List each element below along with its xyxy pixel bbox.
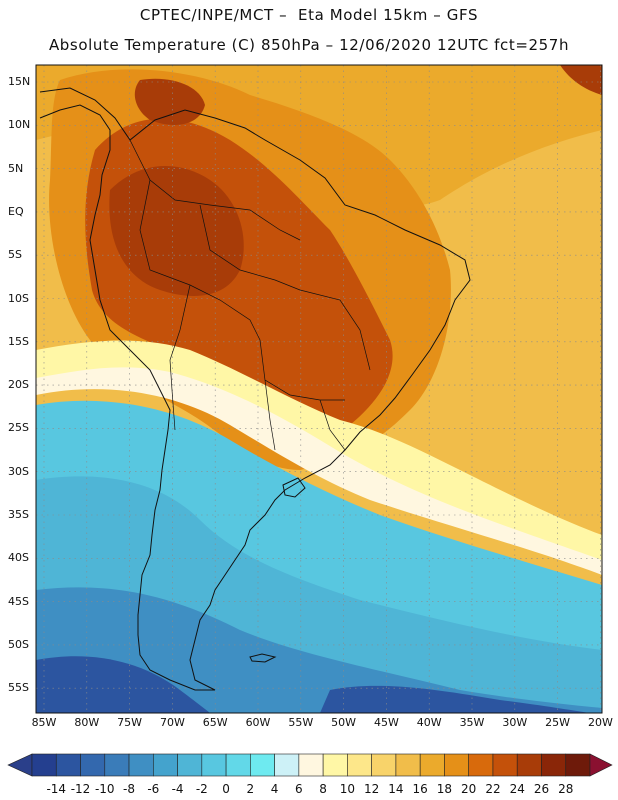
colorbar-swatch <box>55 753 81 777</box>
south-america-coastline <box>39 87 471 691</box>
lon-label: 40W <box>416 716 442 729</box>
colorbar-swatch <box>274 753 300 777</box>
colorbar-tick-label: 4 <box>270 782 279 796</box>
lat-label: 55S <box>8 681 29 695</box>
lat-label: 10S <box>8 291 29 305</box>
colorbar-tick-label: 26 <box>533 782 550 796</box>
colorbar-tick-label: 16 <box>412 782 428 796</box>
lon-label: 75W <box>117 716 143 729</box>
colorbar-tick-label: 14 <box>388 782 404 796</box>
colorbar-swatch <box>177 753 203 777</box>
very-cold-region-south <box>320 685 590 713</box>
lat-label: 15S <box>8 334 29 348</box>
colorbar-tick-label: 6 <box>295 782 303 796</box>
chart-title-line-1: CPTEC/INPE/MCT – Eta Model 15km – GFS <box>139 6 479 24</box>
colorbar-swatch <box>541 753 567 777</box>
country-borders <box>129 139 371 451</box>
colorbar-tick-label: -2 <box>195 782 208 796</box>
colorbar-swatch <box>516 753 542 777</box>
colorbar-tick-label: 22 <box>485 782 501 796</box>
colorbar-tick-label: 18 <box>436 782 453 796</box>
lon-label: 80W <box>74 716 100 729</box>
map-frame <box>35 64 603 714</box>
lat-label: EQ <box>8 204 24 218</box>
lat-label: 5N <box>8 161 24 175</box>
lon-label: 35W <box>459 716 485 729</box>
falkland-islands <box>249 653 277 663</box>
very-hot-land-region <box>109 166 244 296</box>
colorbar-tick-label: -6 <box>147 782 160 796</box>
colorbar-swatch <box>31 753 57 777</box>
colorbar-tick-label: -10 <box>94 782 115 796</box>
very-hot-land-region-north <box>134 78 205 125</box>
colorbar-swatch <box>565 753 591 777</box>
colorbar-swatch <box>322 753 348 777</box>
colorbar-under-arrow <box>7 753 33 777</box>
colorbar-tick-label: -8 <box>123 782 136 796</box>
colorbar-swatch <box>128 753 154 777</box>
lat-label: 30S <box>8 464 29 478</box>
colorbar-swatch <box>492 753 518 777</box>
lat-lon-grid <box>36 65 602 713</box>
lon-label: 60W <box>245 716 271 729</box>
lon-label: 25W <box>545 716 571 729</box>
colorbar-tick-label: 2 <box>246 782 255 796</box>
chart-title-line-2: Absolute Temperature (C) 850hPa – 12/06/… <box>48 36 570 54</box>
lon-label: 55W <box>288 716 314 729</box>
lat-label: 15N <box>8 75 31 88</box>
lon-label: 70W <box>159 716 185 729</box>
colorbar-swatch <box>444 753 469 777</box>
colorbar-swatch <box>153 753 178 777</box>
temperature-field <box>36 65 602 713</box>
lat-label: 20S <box>8 378 29 392</box>
lat-label: 5S <box>8 248 22 262</box>
lon-label: 20W <box>587 716 613 729</box>
hot-corner-region <box>560 65 602 95</box>
colorbar-tick-label: -4 <box>171 782 184 796</box>
colorbar-swatch <box>250 753 275 777</box>
colorbar-swatch <box>395 753 421 777</box>
lon-label: 45W <box>373 716 399 729</box>
lon-label: 65W <box>202 716 228 729</box>
colorbar-swatch <box>468 753 494 777</box>
color-bar <box>7 753 613 777</box>
colorbar-swatch <box>298 753 324 777</box>
lat-label: 10N <box>8 118 31 132</box>
very-cold-region-west <box>36 656 210 713</box>
lagoon-outline <box>282 477 306 498</box>
lat-label: 45S <box>8 594 29 608</box>
colorbar-swatch <box>201 753 227 777</box>
colorbar-swatch <box>419 753 445 777</box>
lat-label: 40S <box>8 551 29 565</box>
colorbar-swatch <box>371 753 397 777</box>
colorbar-tick-label: -14 <box>46 782 67 796</box>
colorbar-tick-label: 0 <box>222 782 230 796</box>
lon-label: 85W <box>31 716 57 729</box>
lat-label: 35S <box>8 508 29 521</box>
colorbar-tick-label: 24 <box>509 782 525 796</box>
colorbar-tick-label: 12 <box>364 782 380 796</box>
colorbar-tick-label: 8 <box>319 782 327 796</box>
colorbar-over-arrow <box>589 753 613 777</box>
lon-label: 30W <box>502 716 528 729</box>
colorbar-swatch <box>80 753 106 777</box>
colorbar-swatch <box>347 753 372 777</box>
colorbar-tick-label: 20 <box>461 782 477 796</box>
colorbar-tick-label: 28 <box>558 782 574 796</box>
lat-label: 50S <box>8 637 29 651</box>
colorbar-tick-label: 10 <box>339 782 356 796</box>
colorbar-tick-label: -12 <box>70 782 91 796</box>
lon-label: 50W <box>331 716 357 729</box>
lat-label: 25S <box>8 421 29 435</box>
colorbar-swatch <box>225 753 251 777</box>
cold-region <box>36 587 602 713</box>
colorbar-swatch <box>104 753 130 777</box>
